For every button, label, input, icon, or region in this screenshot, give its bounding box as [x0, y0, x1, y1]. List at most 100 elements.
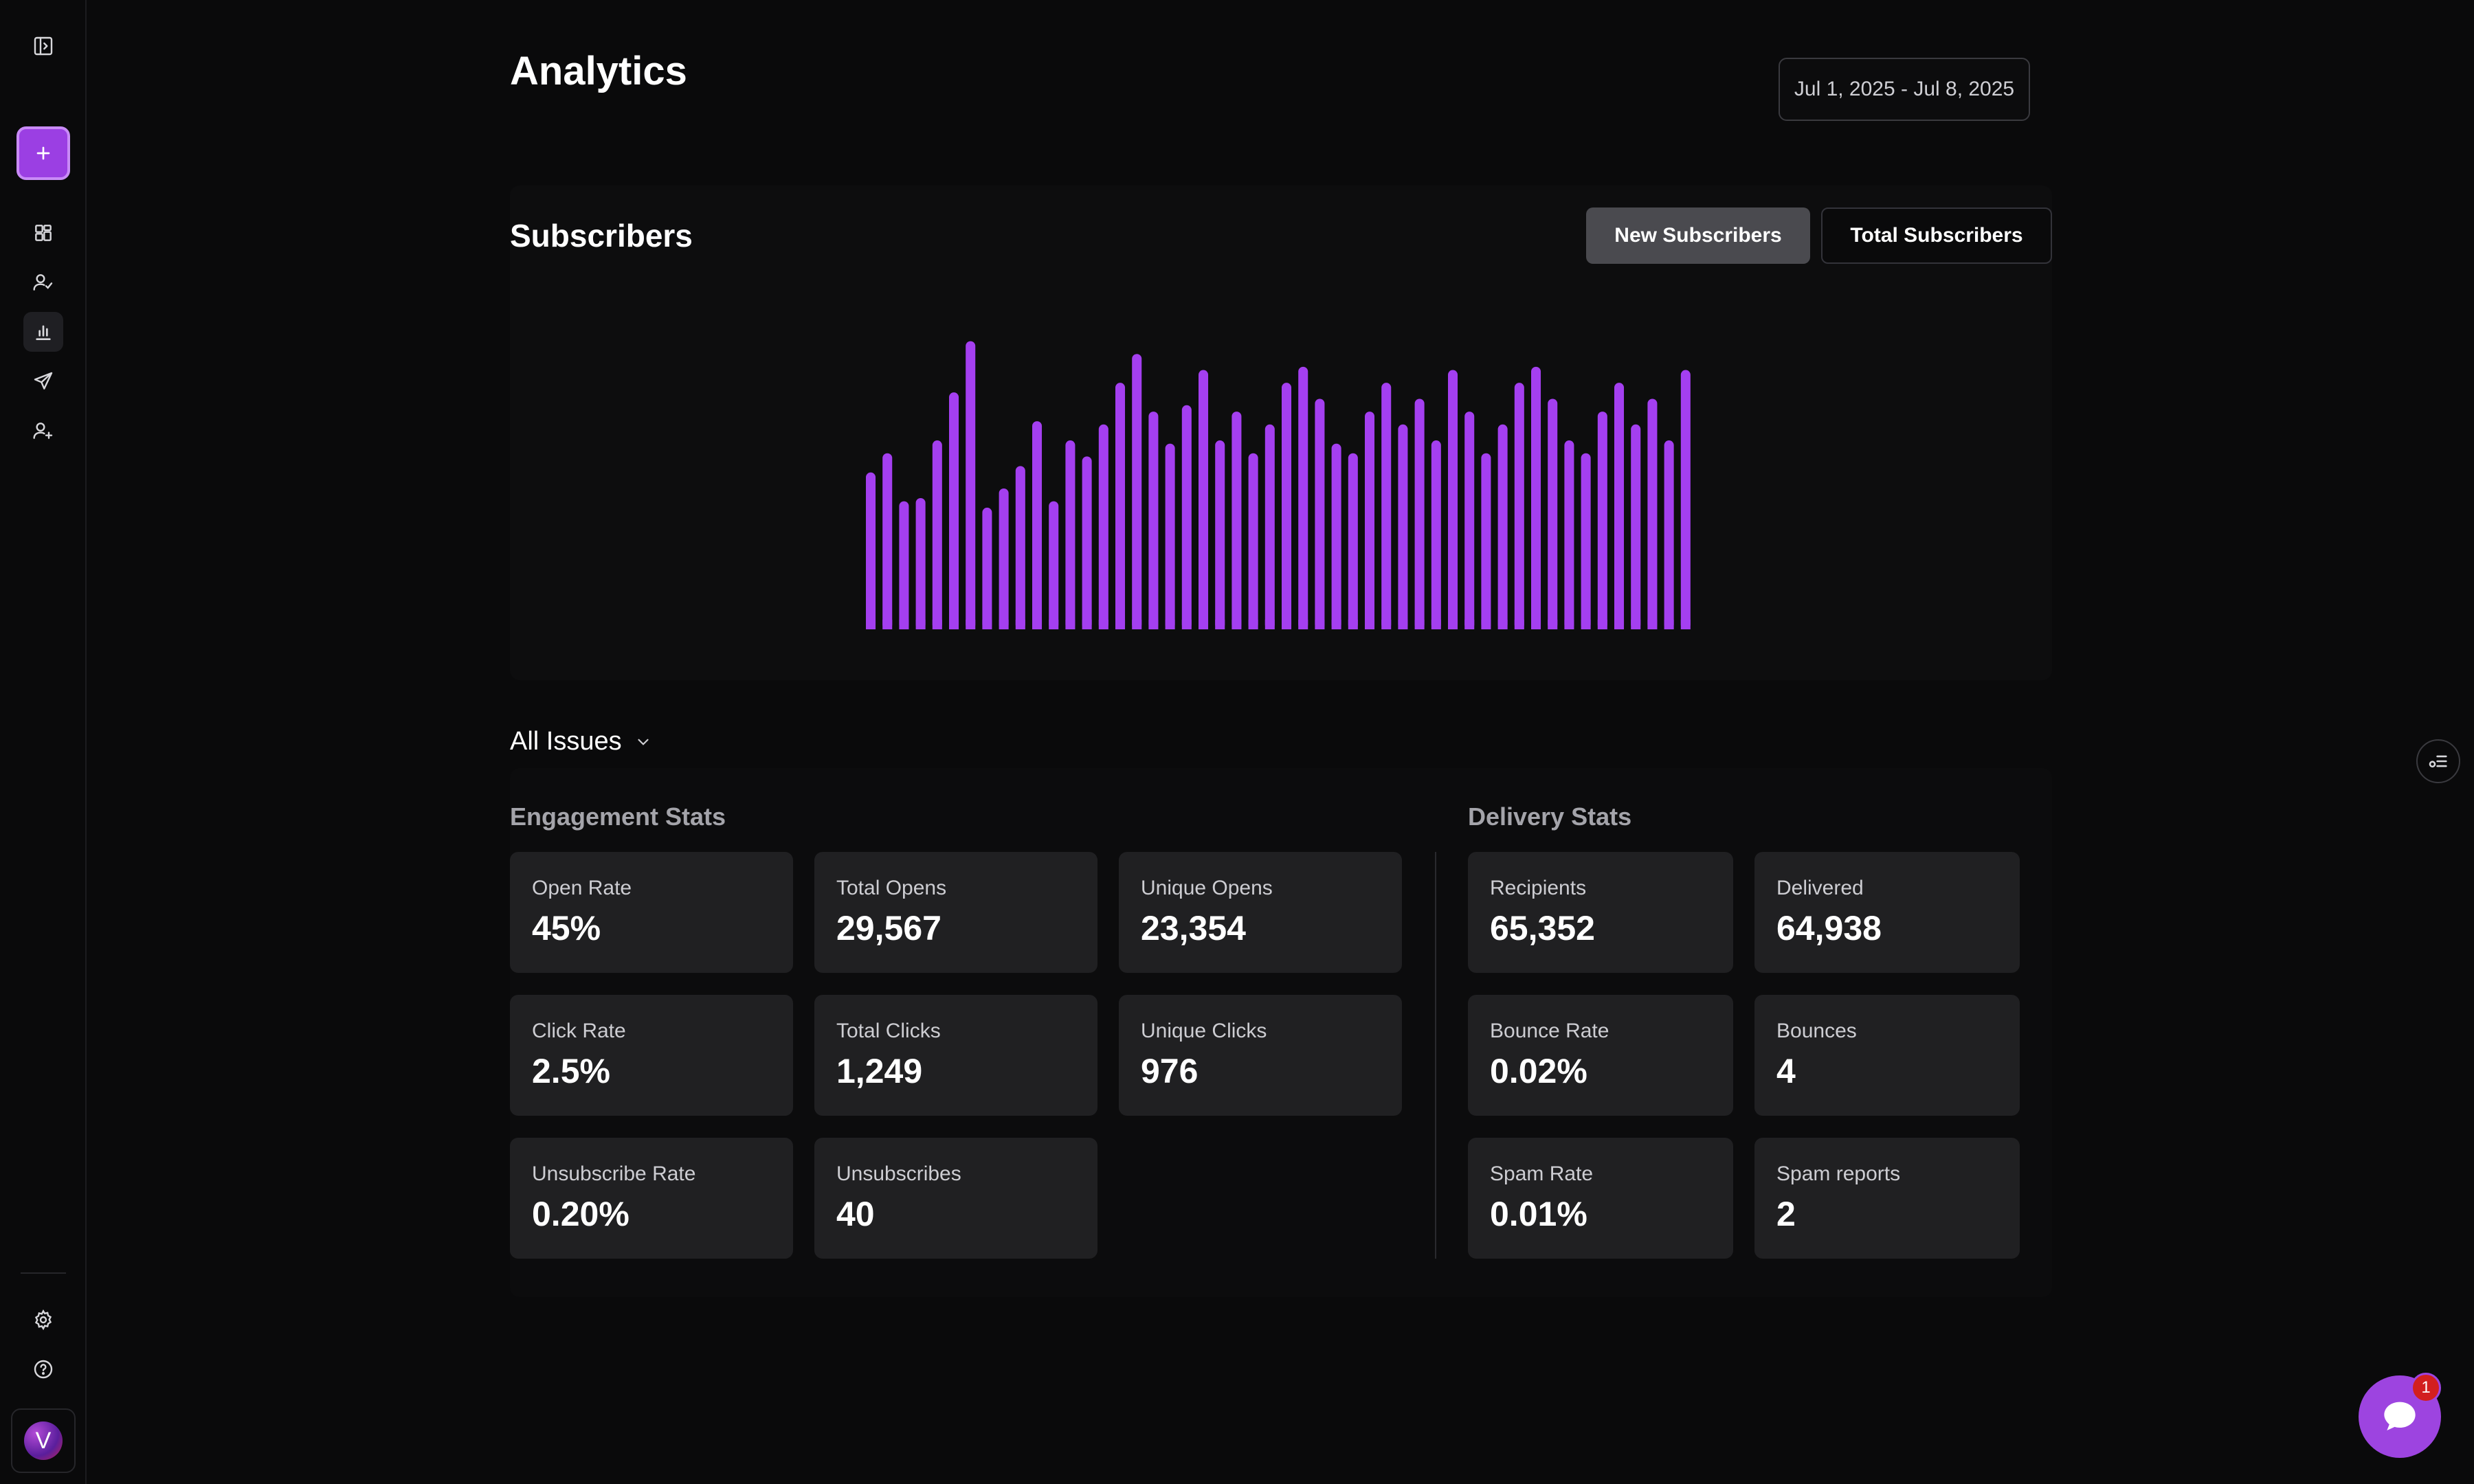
chart-bar[interactable]	[1514, 383, 1524, 629]
chart-bar[interactable]	[1548, 398, 1558, 629]
chart-bar-base	[882, 619, 893, 629]
chart-bar[interactable]	[1032, 421, 1043, 629]
chart-bar[interactable]	[1082, 456, 1092, 629]
new-post-button[interactable]	[16, 126, 70, 180]
chart-bar[interactable]	[1148, 412, 1159, 629]
sidebar-item-add-user[interactable]	[23, 411, 63, 451]
chart-bar[interactable]	[1631, 424, 1641, 629]
toggle-sidebar-button[interactable]	[23, 26, 63, 66]
chart-bar-base	[1548, 619, 1558, 629]
chart-bar-base	[1647, 619, 1658, 629]
chart-bar[interactable]	[1248, 453, 1258, 629]
chart-bar-base	[982, 619, 992, 629]
issues-dropdown[interactable]: All Issues	[510, 727, 652, 756]
chart-bar[interactable]	[1381, 383, 1392, 629]
stat-label: Open Rate	[532, 877, 632, 899]
stat-value: 0.02%	[1490, 1052, 1587, 1090]
accessibility-settings-button[interactable]	[2416, 739, 2460, 783]
chart-bar-base	[1232, 619, 1242, 629]
chart-bar[interactable]	[1065, 440, 1076, 629]
chat-widget-button[interactable]	[2359, 1375, 2441, 1458]
stat-value: 0.20%	[532, 1195, 629, 1233]
stat-value: 64,938	[1776, 909, 1882, 947]
sidebar-divider	[21, 1272, 66, 1274]
help-button[interactable]	[23, 1349, 63, 1389]
chart-bar[interactable]	[1365, 412, 1375, 629]
chart-bar[interactable]	[949, 392, 959, 629]
chart-bar-base	[1581, 619, 1591, 629]
total-subscribers-tab[interactable]: Total Subscribers	[1821, 207, 2052, 264]
chart-bar[interactable]	[1165, 443, 1175, 629]
sidebar-item-dashboard[interactable]	[23, 213, 63, 253]
chart-bar[interactable]	[1232, 412, 1242, 629]
chart-bar[interactable]	[1597, 412, 1607, 629]
chart-bar-base	[1132, 619, 1142, 629]
stat-card-recipients: Recipients 65,352	[1468, 852, 1733, 973]
chart-bar[interactable]	[866, 472, 876, 629]
sidebar-item-analytics[interactable]	[23, 312, 63, 352]
chart-bar[interactable]	[1464, 412, 1475, 629]
chart-bar[interactable]	[932, 440, 942, 629]
chart-bar[interactable]	[1664, 440, 1674, 629]
chart-bar-base	[1199, 619, 1209, 629]
chart-bar[interactable]	[982, 507, 992, 629]
stat-label: Unsubscribe Rate	[532, 1162, 696, 1185]
chart-bar[interactable]	[1481, 453, 1491, 629]
chart-bar[interactable]	[1199, 370, 1209, 629]
chart-bar-base	[1098, 619, 1108, 629]
chart-bar-base	[949, 619, 959, 629]
chart-bar-base	[1032, 619, 1043, 629]
chart-bar[interactable]	[1098, 424, 1108, 629]
account-menu-button[interactable]: V	[11, 1408, 76, 1473]
chart-bar[interactable]	[882, 453, 893, 629]
chart-bar[interactable]	[1680, 370, 1691, 629]
chart-bar-base	[1315, 619, 1325, 629]
chart-bar[interactable]	[1348, 453, 1358, 629]
stat-value: 45%	[532, 909, 601, 947]
chart-bar[interactable]	[1282, 383, 1292, 629]
chart-bar[interactable]	[999, 488, 1009, 629]
stat-label: Unsubscribes	[836, 1162, 961, 1185]
chart-bar[interactable]	[915, 497, 926, 629]
chart-bar[interactable]	[1614, 383, 1625, 629]
delivery-stats-title: Delivery Stats	[1468, 802, 1632, 831]
chart-bar[interactable]	[1398, 424, 1408, 629]
chart-bar[interactable]	[1298, 366, 1308, 629]
chart-bar-base	[1398, 619, 1408, 629]
chart-bar[interactable]	[1581, 453, 1591, 629]
stat-label: Delivered	[1776, 877, 1864, 899]
chart-bar[interactable]	[1431, 440, 1441, 629]
chart-bar-base	[1248, 619, 1258, 629]
chart-bar[interactable]	[1448, 370, 1458, 629]
chart-bar[interactable]	[1647, 398, 1658, 629]
chart-bar-base	[899, 619, 909, 629]
sidebar-item-audience[interactable]	[23, 262, 63, 302]
chart-bar[interactable]	[1264, 424, 1275, 629]
chart-bar[interactable]	[1049, 501, 1059, 629]
chart-bar[interactable]	[1132, 354, 1142, 629]
chart-bar[interactable]	[1564, 440, 1574, 629]
new-subscribers-tab[interactable]: New Subscribers	[1586, 207, 1810, 264]
chart-bar[interactable]	[1331, 443, 1341, 629]
chart-bar-base	[1365, 619, 1375, 629]
chart-bar[interactable]	[966, 341, 976, 629]
avatar: V	[24, 1421, 63, 1460]
plus-icon	[36, 146, 50, 160]
chart-bar[interactable]	[1115, 383, 1126, 629]
sidebar-item-send[interactable]	[23, 361, 63, 401]
chart-bar[interactable]	[1414, 398, 1425, 629]
chart-bar[interactable]	[1315, 398, 1325, 629]
chart-bar[interactable]	[1215, 440, 1225, 629]
chart-bar[interactable]	[899, 501, 909, 629]
stat-card-total-clicks: Total Clicks 1,249	[814, 995, 1097, 1116]
date-range-picker[interactable]: Jul 1, 2025 - Jul 8, 2025	[1779, 58, 2030, 121]
chart-bar-base	[1215, 619, 1225, 629]
chat-notification-badge: 1	[2411, 1373, 2441, 1403]
chart-bar[interactable]	[1015, 466, 1025, 629]
chart-bar-base	[932, 619, 942, 629]
settings-button[interactable]	[23, 1300, 63, 1340]
chart-bar[interactable]	[1181, 405, 1192, 629]
chart-bar[interactable]	[1497, 424, 1508, 629]
stat-label: Total Opens	[836, 877, 947, 899]
chart-bar[interactable]	[1531, 366, 1541, 629]
